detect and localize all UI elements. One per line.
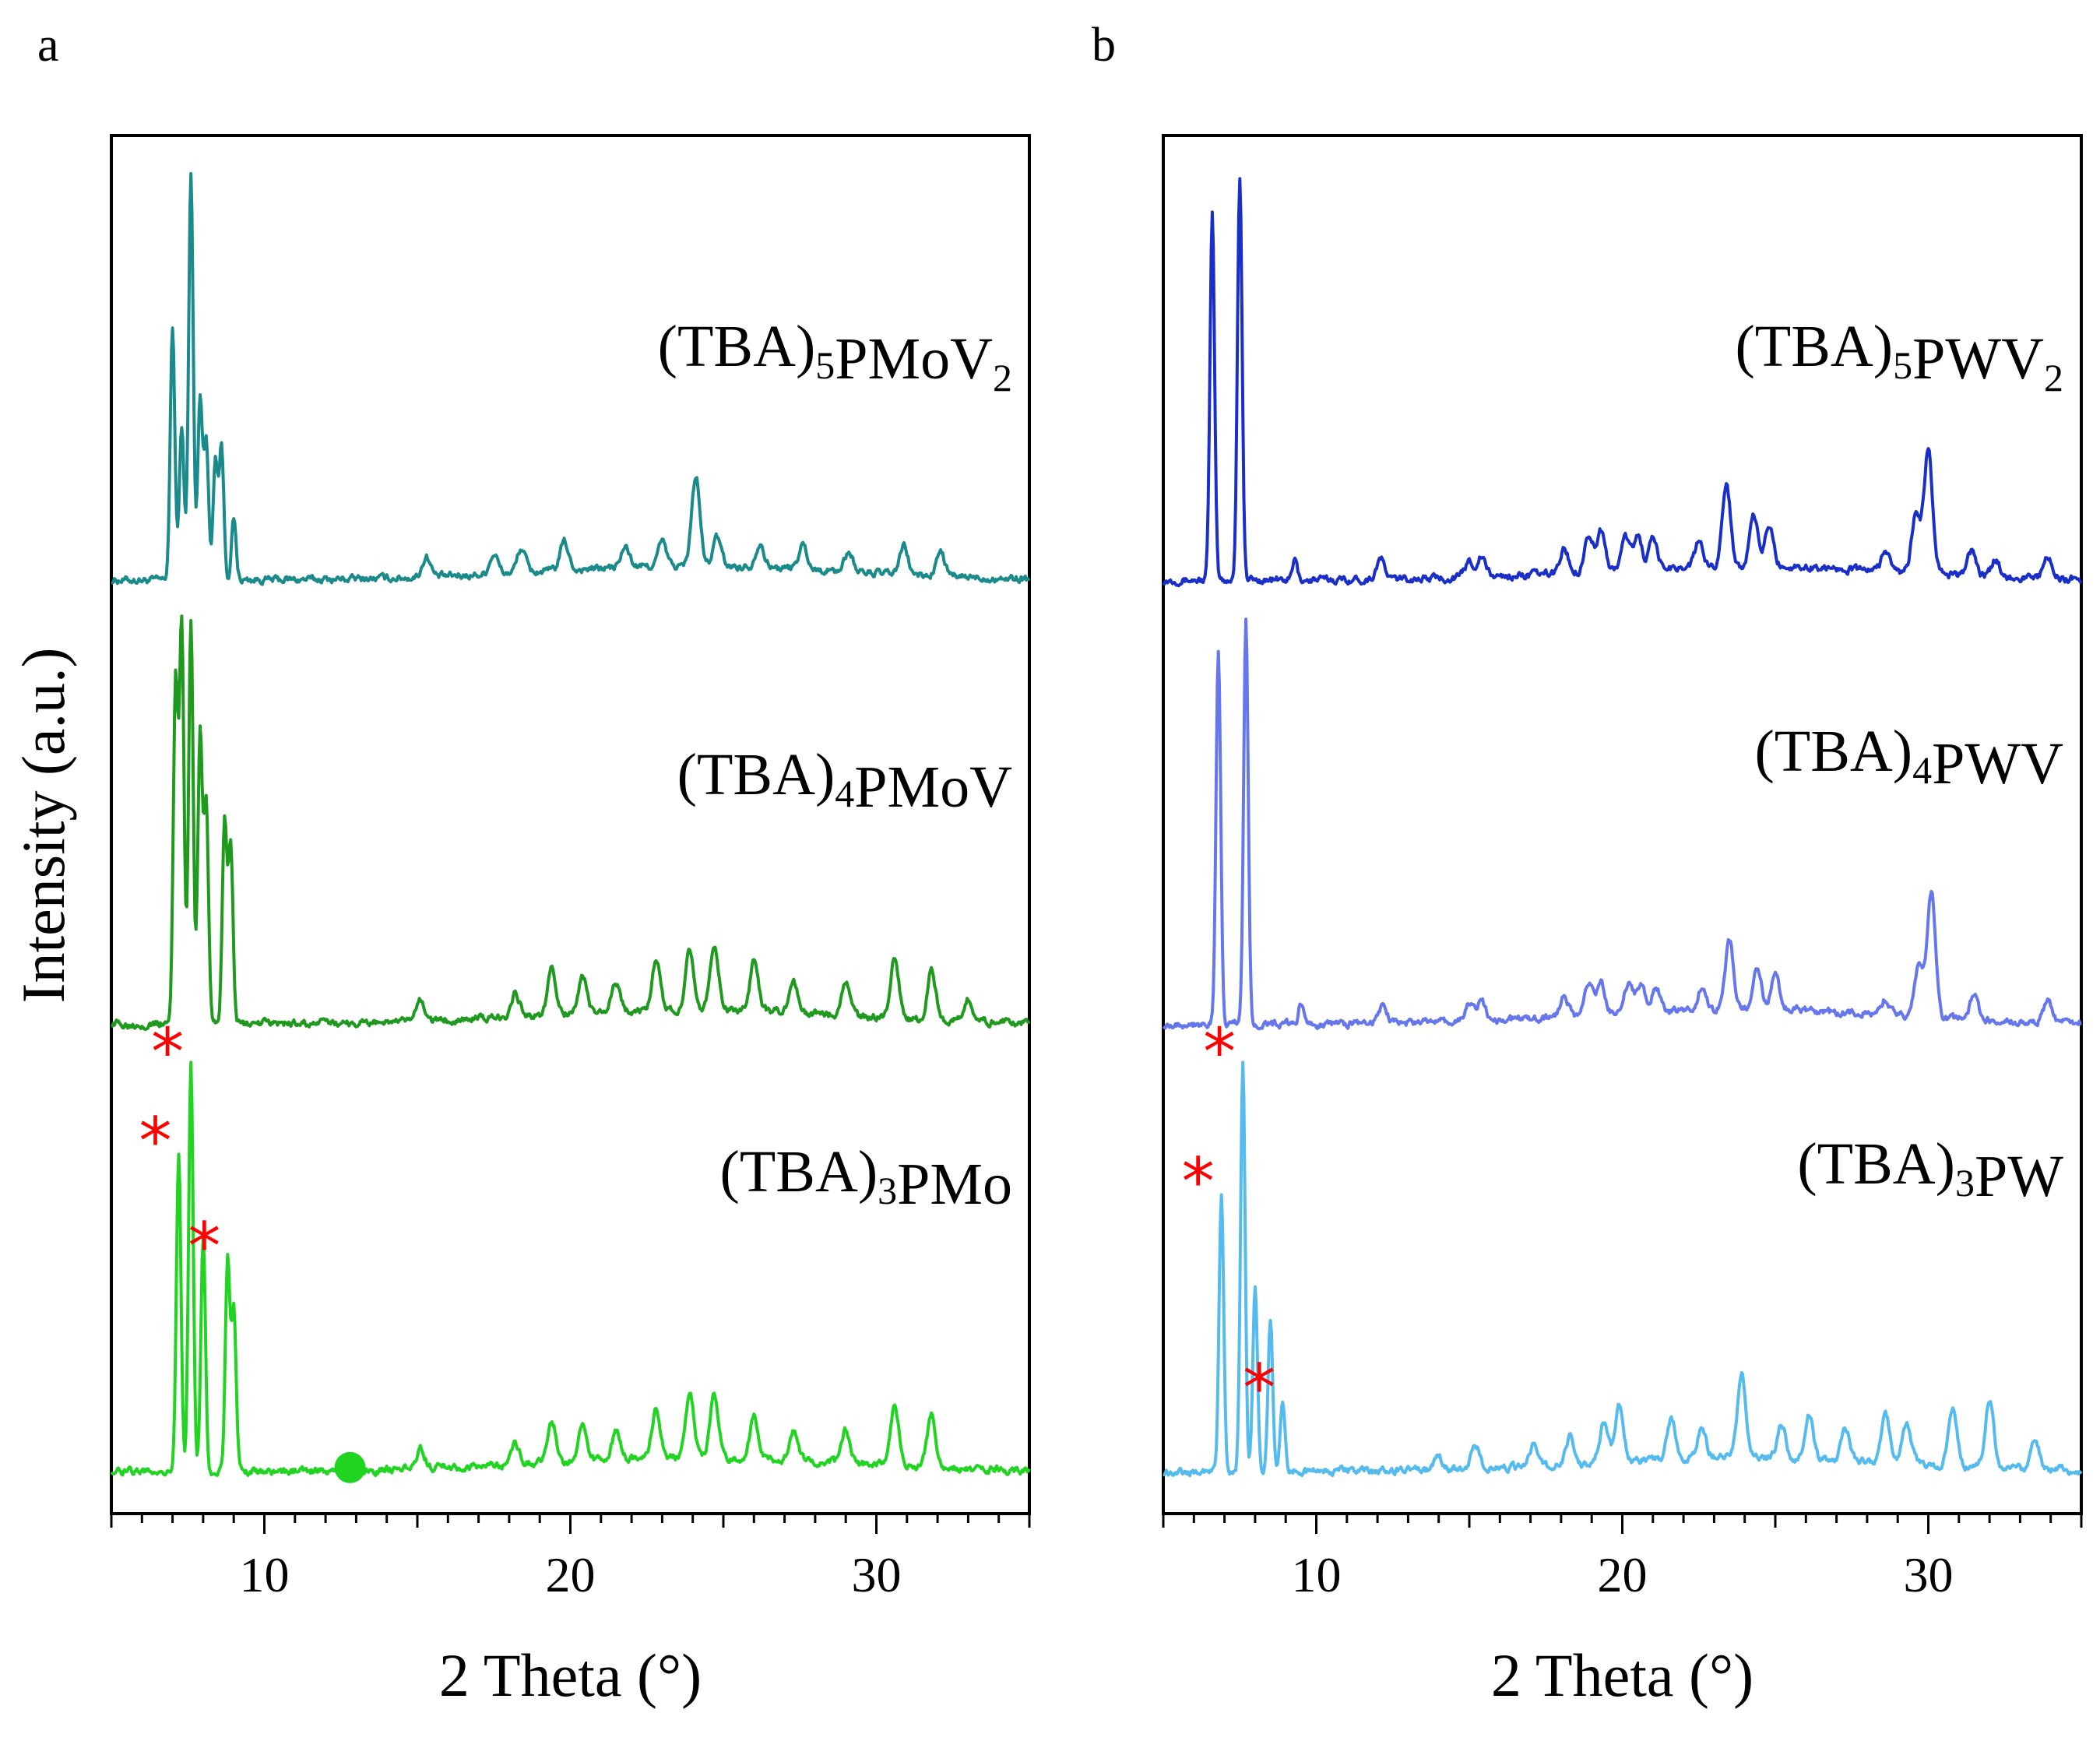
series-label: (TBA)5PMoV2 (658, 314, 1012, 399)
series-label: (TBA)5PWV2 (1735, 314, 2063, 399)
panel-b-letter: b (1092, 19, 1116, 72)
peak-asterisk: * (1203, 1014, 1236, 1090)
series-label: (TBA)3PMo (720, 1139, 1012, 1217)
series-label: (TBA)4PWV (1754, 719, 2063, 797)
series-line (111, 172, 1031, 586)
series-line (1162, 617, 2082, 1031)
x-axis-title: 2 Theta (°) (1491, 1641, 1754, 1709)
series-line (110, 1060, 1031, 1477)
series-label: (TBA)4PMoV (677, 742, 1012, 820)
x-tick-label: 30 (1904, 1547, 1954, 1602)
series-line (1163, 1060, 2083, 1478)
series-line (1162, 177, 2083, 588)
x-tick-label: 10 (1292, 1547, 1342, 1602)
series-line (111, 614, 1031, 1031)
x-tick-label: 10 (240, 1547, 290, 1602)
peak-asterisk: * (151, 1014, 184, 1090)
x-tick-label: 20 (546, 1547, 596, 1602)
series-label: (TBA)3PW (1797, 1131, 2063, 1209)
peak-asterisk: * (188, 1208, 220, 1285)
x-tick-label: 20 (1598, 1547, 1648, 1602)
x-axis-title: 2 Theta (°) (439, 1641, 702, 1709)
peak-asterisk: * (1243, 1350, 1275, 1426)
y-axis-title: Intensity (a.u.) (9, 647, 77, 1003)
panel-b: b 10 20 30 2 Theta (°) (TBA)5PWV2 (TBA)4PWV (T… (1092, 19, 2083, 1709)
marker-dot (334, 1451, 366, 1483)
panel-a-letter: a (37, 19, 59, 72)
peak-asterisk: * (139, 1103, 171, 1179)
peak-asterisk: * (1182, 1143, 1215, 1219)
panel-a: a 10 20 30 2 Theta (°) Intensity (a.u.) (TBA)… (9, 19, 1031, 1709)
x-tick-label: 30 (852, 1547, 902, 1602)
